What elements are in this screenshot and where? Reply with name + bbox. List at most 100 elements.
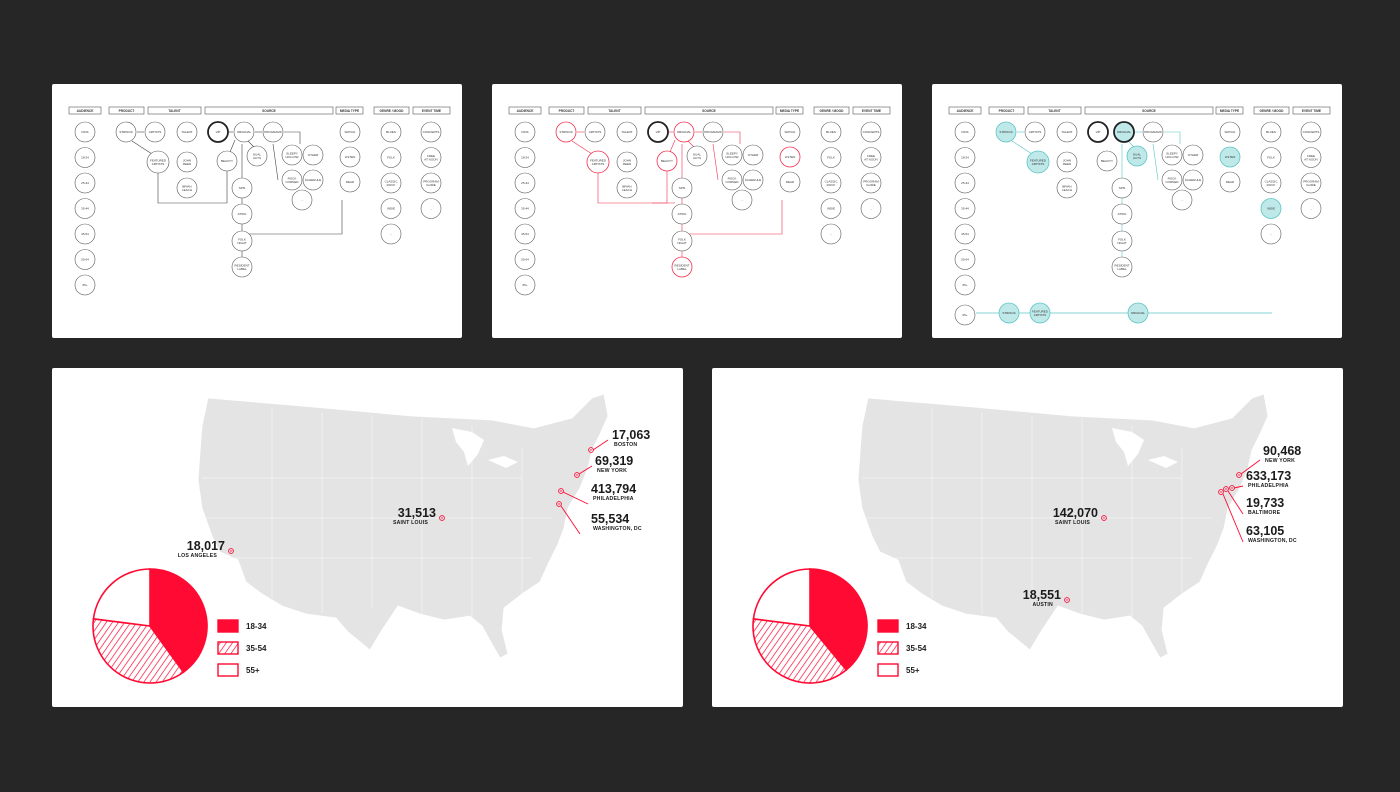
media-node[interactable]: LISTEN <box>1219 146 1241 168</box>
source-node[interactable]: ROCK CORNER <box>721 169 743 191</box>
source-node[interactable]: FOLK NIGHT <box>671 230 693 252</box>
path-node[interactable]: ORIGINAL <box>1127 302 1149 324</box>
path-node[interactable]: FEATURED ARTISTS <box>1029 302 1051 324</box>
media-node[interactable]: READ <box>779 171 801 193</box>
source-node[interactable]: SCHEDULE <box>1182 169 1204 191</box>
pie-slice-18-34[interactable] <box>149 568 208 674</box>
source-node[interactable]: ... <box>291 189 313 211</box>
event-node[interactable]: PROGRAM GUIDE <box>860 172 882 194</box>
audience-node[interactable]: 65+ <box>954 274 976 296</box>
source-node[interactable]: SPR <box>671 177 693 199</box>
audience-node[interactable]: 55-64 <box>514 249 536 270</box>
talent-node[interactable]: FEATURED ARTISTS <box>586 150 610 174</box>
genre-node[interactable]: FOLK <box>1260 147 1282 168</box>
media-node[interactable]: WATCH <box>1219 121 1241 143</box>
city-dot[interactable] <box>1223 486 1229 492</box>
talent-node[interactable]: ARTISTS <box>584 121 606 143</box>
source-node[interactable]: SLEEPY HOLLOW <box>281 144 303 166</box>
event-node[interactable]: CONCERTS <box>1300 121 1322 143</box>
source-node[interactable]: PROGRAMS <box>262 121 284 143</box>
source-node[interactable]: PROGRAMS <box>702 121 724 143</box>
media-node[interactable]: READ <box>339 171 361 193</box>
talent-node[interactable]: ARTISTS <box>1024 121 1046 143</box>
genre-node[interactable]: CLASSIC ROCK <box>1260 172 1282 194</box>
audience-node[interactable]: 35-44 <box>514 198 536 219</box>
audience-node[interactable]: 25-34 <box>954 172 976 194</box>
source-node[interactable]: SLEEPY HOLLOW <box>721 144 743 166</box>
genre-node[interactable]: BLUES <box>820 121 842 143</box>
path-node[interactable]: STRINGS <box>998 302 1020 324</box>
talent-node[interactable]: FEATURED ARTISTS <box>146 150 170 174</box>
genre-node[interactable]: BLUES <box>380 121 402 143</box>
product-node[interactable]: STRINGS <box>115 121 137 143</box>
genre-node[interactable]: INDIE <box>820 198 842 219</box>
media-node[interactable]: READ <box>1219 171 1241 193</box>
event-node[interactable]: PROGRAM GUIDE <box>420 172 442 194</box>
audience-node[interactable]: 35-44 <box>954 198 976 219</box>
genre-node[interactable]: CLASSIC ROCK <box>820 172 842 194</box>
talent-node[interactable]: TALENT <box>1056 121 1078 143</box>
audience-node[interactable]: 18-24 <box>74 147 96 168</box>
talent-node[interactable]: ARTISTS <box>144 121 166 143</box>
event-node[interactable]: FREE AT NOON <box>420 147 442 168</box>
source-node[interactable]: ATWO <box>1111 203 1133 225</box>
source-node[interactable]: RESIDENT LABEL <box>671 256 693 278</box>
genre-node[interactable]: ... <box>820 223 842 245</box>
genre-node[interactable]: BLUES <box>1260 121 1282 143</box>
genre-node[interactable]: FOLK <box>820 147 842 168</box>
source-node[interactable]: RESIDENT LABEL <box>1111 256 1133 278</box>
talent-node[interactable]: JOHN REED <box>176 151 198 173</box>
city-dot[interactable] <box>574 472 580 478</box>
city-dot[interactable] <box>558 488 564 494</box>
product-node[interactable]: STRINGS <box>555 121 577 143</box>
audience-node[interactable]: 45-54 <box>514 223 536 245</box>
audience-node[interactable]: 65+ <box>954 304 976 326</box>
source-node[interactable]: ROCK CORNER <box>281 169 303 191</box>
audience-node[interactable]: KIDS <box>74 121 96 143</box>
source-node[interactable]: SCHEDULE <box>742 169 764 191</box>
audience-node[interactable]: 45-54 <box>74 223 96 245</box>
genre-node[interactable]: FOLK <box>380 147 402 168</box>
audience-node[interactable]: 25-34 <box>514 172 536 194</box>
source-node[interactable]: BEAUTY <box>1096 150 1118 172</box>
event-node[interactable]: FREE AT NOON <box>860 147 882 168</box>
event-node[interactable]: CONCERTS <box>860 121 882 143</box>
source-node[interactable]: FOLK NIGHT <box>231 230 253 252</box>
event-node[interactable]: PROGRAM GUIDE <box>1300 172 1322 194</box>
event-node[interactable]: ... <box>1300 198 1322 219</box>
product-node[interactable]: STRINGS <box>995 121 1017 143</box>
city-dot[interactable] <box>1064 597 1070 603</box>
source-node[interactable]: PROGRAMS <box>1142 121 1164 143</box>
talent-node[interactable]: JOHN REED <box>1056 151 1078 173</box>
city-dot[interactable] <box>1101 515 1107 521</box>
source-node[interactable]: SPR <box>1111 177 1133 199</box>
genre-node[interactable]: INDIE <box>1260 198 1282 219</box>
media-node[interactable]: WATCH <box>779 121 801 143</box>
source-node[interactable]: VIP <box>1087 121 1109 143</box>
genre-node[interactable]: ... <box>380 223 402 245</box>
pie-slice-35-54[interactable] <box>752 617 848 684</box>
source-node[interactable]: ORIGINAL <box>233 121 255 143</box>
audience-node[interactable]: 65+ <box>74 274 96 296</box>
source-node[interactable]: ATWO <box>671 203 693 225</box>
talent-node[interactable]: BRIAN LEACH <box>176 177 198 199</box>
audience-node[interactable]: 25-34 <box>74 172 96 194</box>
source-node[interactable]: BEAUTY <box>656 150 678 172</box>
source-node[interactable]: RESIDENT LABEL <box>231 256 253 278</box>
media-node[interactable]: LISTEN <box>779 146 801 168</box>
audience-node[interactable]: 55-64 <box>954 249 976 270</box>
source-node[interactable]: DUAL ACTS <box>1126 145 1148 167</box>
source-node[interactable]: ... <box>1171 189 1193 211</box>
media-node[interactable]: WATCH <box>339 121 361 143</box>
event-node[interactable]: ... <box>420 198 442 219</box>
source-node[interactable]: OTHER <box>302 144 324 166</box>
source-node[interactable]: FOLK NIGHT <box>1111 230 1133 252</box>
source-node[interactable]: VIP <box>207 121 229 143</box>
source-node[interactable]: SLEEPY HOLLOW <box>1161 144 1183 166</box>
